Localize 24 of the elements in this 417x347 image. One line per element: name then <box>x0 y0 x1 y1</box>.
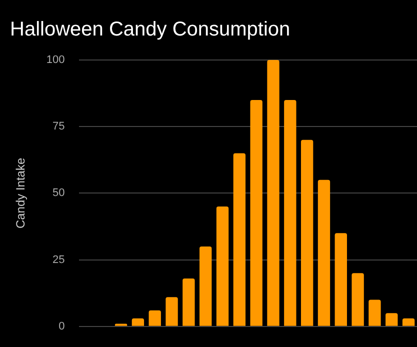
bar <box>132 318 144 326</box>
y-tick-label: 50 <box>52 187 65 200</box>
bar <box>166 297 178 326</box>
bar <box>200 246 212 326</box>
bar <box>352 273 364 326</box>
bar <box>402 318 415 326</box>
y-tick-label: 100 <box>46 54 65 66</box>
bar <box>148 310 161 326</box>
chart-title: Halloween Candy Consumption <box>10 18 290 41</box>
y-tick-label: 75 <box>52 120 65 133</box>
bar <box>334 233 347 326</box>
bar <box>284 100 296 326</box>
bar <box>250 100 262 326</box>
bar <box>216 206 229 326</box>
bar <box>182 278 195 326</box>
bar <box>267 60 280 326</box>
bar <box>386 313 398 326</box>
y-tick-label: 0 <box>58 320 65 332</box>
bar <box>318 180 330 326</box>
y-axis-title: Candy Intake <box>14 158 28 229</box>
bar <box>368 300 381 326</box>
y-tick-label: 25 <box>52 254 65 266</box>
bar <box>233 153 246 326</box>
bar <box>300 140 314 326</box>
